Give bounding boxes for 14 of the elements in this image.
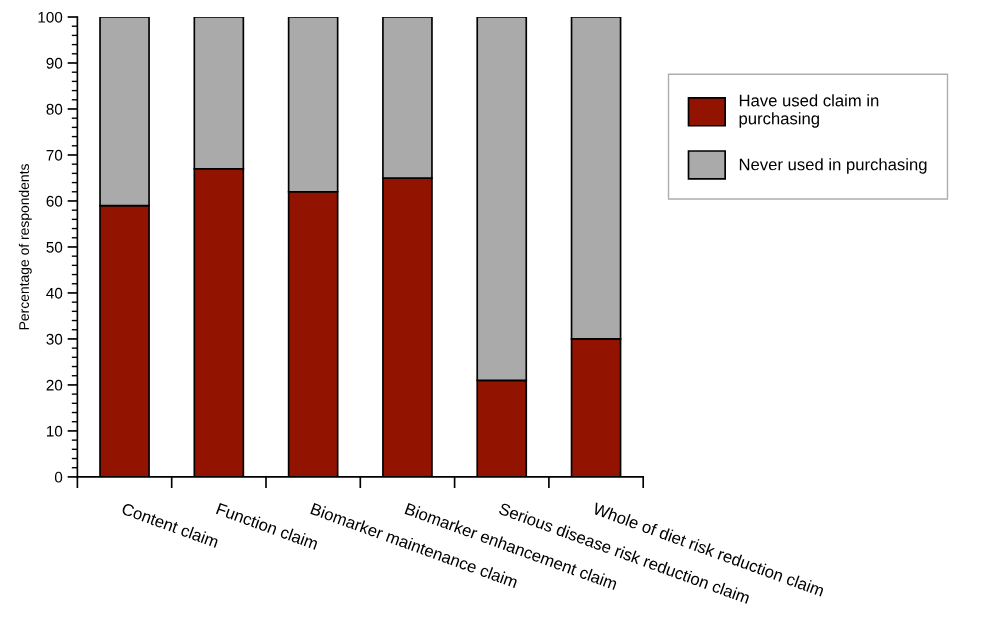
y-tick-label: 70 bbox=[46, 149, 63, 161]
y-tick-label: 40 bbox=[46, 287, 63, 299]
y-tick-label: 50 bbox=[46, 241, 63, 253]
y-tick-label: 60 bbox=[46, 195, 63, 207]
y-tick-label: 30 bbox=[46, 333, 63, 345]
y-tick-label: 10 bbox=[46, 425, 63, 437]
legend-label: Have used claim in purchasing bbox=[739, 94, 879, 128]
y-tick-label: 90 bbox=[46, 57, 63, 69]
y-tick-label: 100 bbox=[38, 11, 63, 23]
y-tick-label: 20 bbox=[46, 379, 63, 391]
y-axis-title: Percentage of respondents bbox=[18, 164, 32, 330]
legend-label: Never used in purchasing bbox=[739, 158, 927, 174]
y-tick-label: 80 bbox=[46, 103, 63, 115]
y-tick-label: 0 bbox=[54, 471, 63, 483]
